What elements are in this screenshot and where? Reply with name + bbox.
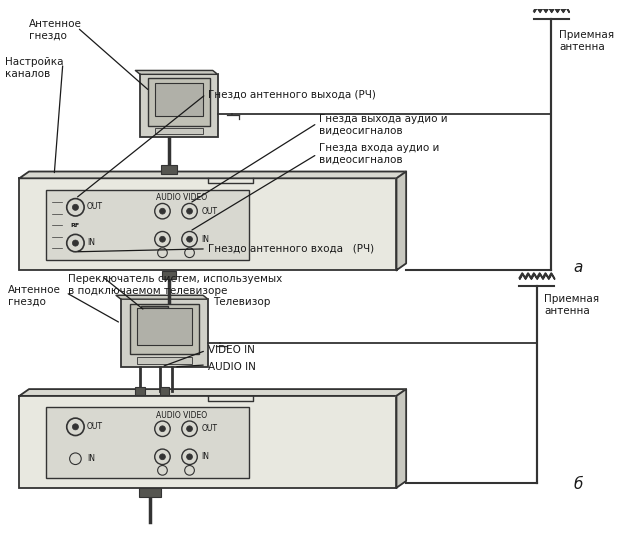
Polygon shape — [19, 389, 406, 396]
Bar — [137, 308, 191, 344]
Text: OUT: OUT — [87, 422, 103, 431]
Text: а: а — [574, 260, 583, 275]
Bar — [19, 396, 396, 488]
Text: Переключатель систем, используемых
в подключаемом телевизоре: Переключатель систем, используемых в под… — [68, 274, 282, 296]
Text: OUT: OUT — [201, 207, 217, 216]
Polygon shape — [396, 172, 406, 270]
Bar — [161, 165, 177, 174]
Bar — [139, 488, 161, 497]
Text: Гнезда входа аудио и
видеосигналов: Гнезда входа аудио и видеосигналов — [319, 144, 440, 165]
Circle shape — [160, 426, 165, 432]
Bar — [160, 387, 170, 395]
Bar — [19, 178, 396, 270]
Polygon shape — [19, 172, 406, 178]
Bar — [135, 387, 145, 395]
Text: Гнездо антенного входа   (РЧ): Гнездо антенного входа (РЧ) — [208, 244, 374, 254]
Circle shape — [73, 424, 78, 430]
Circle shape — [160, 236, 165, 242]
Text: AUDIO VIDEO: AUDIO VIDEO — [156, 193, 207, 202]
Text: IN: IN — [201, 235, 209, 244]
Bar — [140, 74, 217, 137]
Bar — [47, 408, 250, 478]
Text: Антенное
гнездо: Антенное гнездо — [7, 285, 61, 306]
Text: AUDIO VIDEO: AUDIO VIDEO — [156, 411, 207, 420]
Text: IN: IN — [87, 454, 95, 463]
Bar — [155, 128, 203, 134]
Bar — [155, 82, 203, 117]
Circle shape — [186, 236, 193, 242]
Circle shape — [186, 426, 193, 432]
Circle shape — [160, 208, 165, 214]
Text: Антенное
гнездо: Антенное гнездо — [29, 19, 82, 40]
Bar — [163, 271, 176, 279]
Text: IN: IN — [201, 452, 209, 461]
Text: OUT: OUT — [87, 202, 103, 211]
Circle shape — [186, 454, 193, 460]
Text: IN: IN — [87, 238, 95, 246]
Text: Телевизор: Телевизор — [213, 297, 270, 307]
Text: б: б — [574, 477, 583, 492]
Bar — [148, 79, 210, 125]
Circle shape — [186, 208, 193, 214]
Text: Гнездо антенного выхода (РЧ): Гнездо антенного выхода (РЧ) — [208, 89, 376, 99]
Circle shape — [73, 240, 78, 246]
Text: Гнезда выхода аудио и
видеосигналов: Гнезда выхода аудио и видеосигналов — [319, 114, 448, 136]
Text: Приемная
антенна: Приемная антенна — [559, 30, 614, 52]
Text: RF: RF — [70, 223, 79, 228]
Text: Приемная
антенна: Приемная антенна — [545, 294, 599, 316]
Circle shape — [160, 454, 165, 460]
Circle shape — [73, 204, 78, 210]
Bar — [141, 306, 168, 317]
Bar — [130, 304, 199, 354]
Text: Настройка
каналов: Настройка каналов — [5, 57, 63, 79]
Text: OUT: OUT — [201, 424, 217, 433]
Polygon shape — [135, 70, 217, 74]
Polygon shape — [116, 295, 208, 299]
Text: AUDIO IN: AUDIO IN — [208, 362, 256, 372]
Bar — [137, 357, 191, 364]
Polygon shape — [396, 389, 406, 488]
Text: VIDEO IN: VIDEO IN — [208, 345, 255, 355]
Bar — [47, 190, 250, 261]
Bar — [121, 299, 208, 367]
